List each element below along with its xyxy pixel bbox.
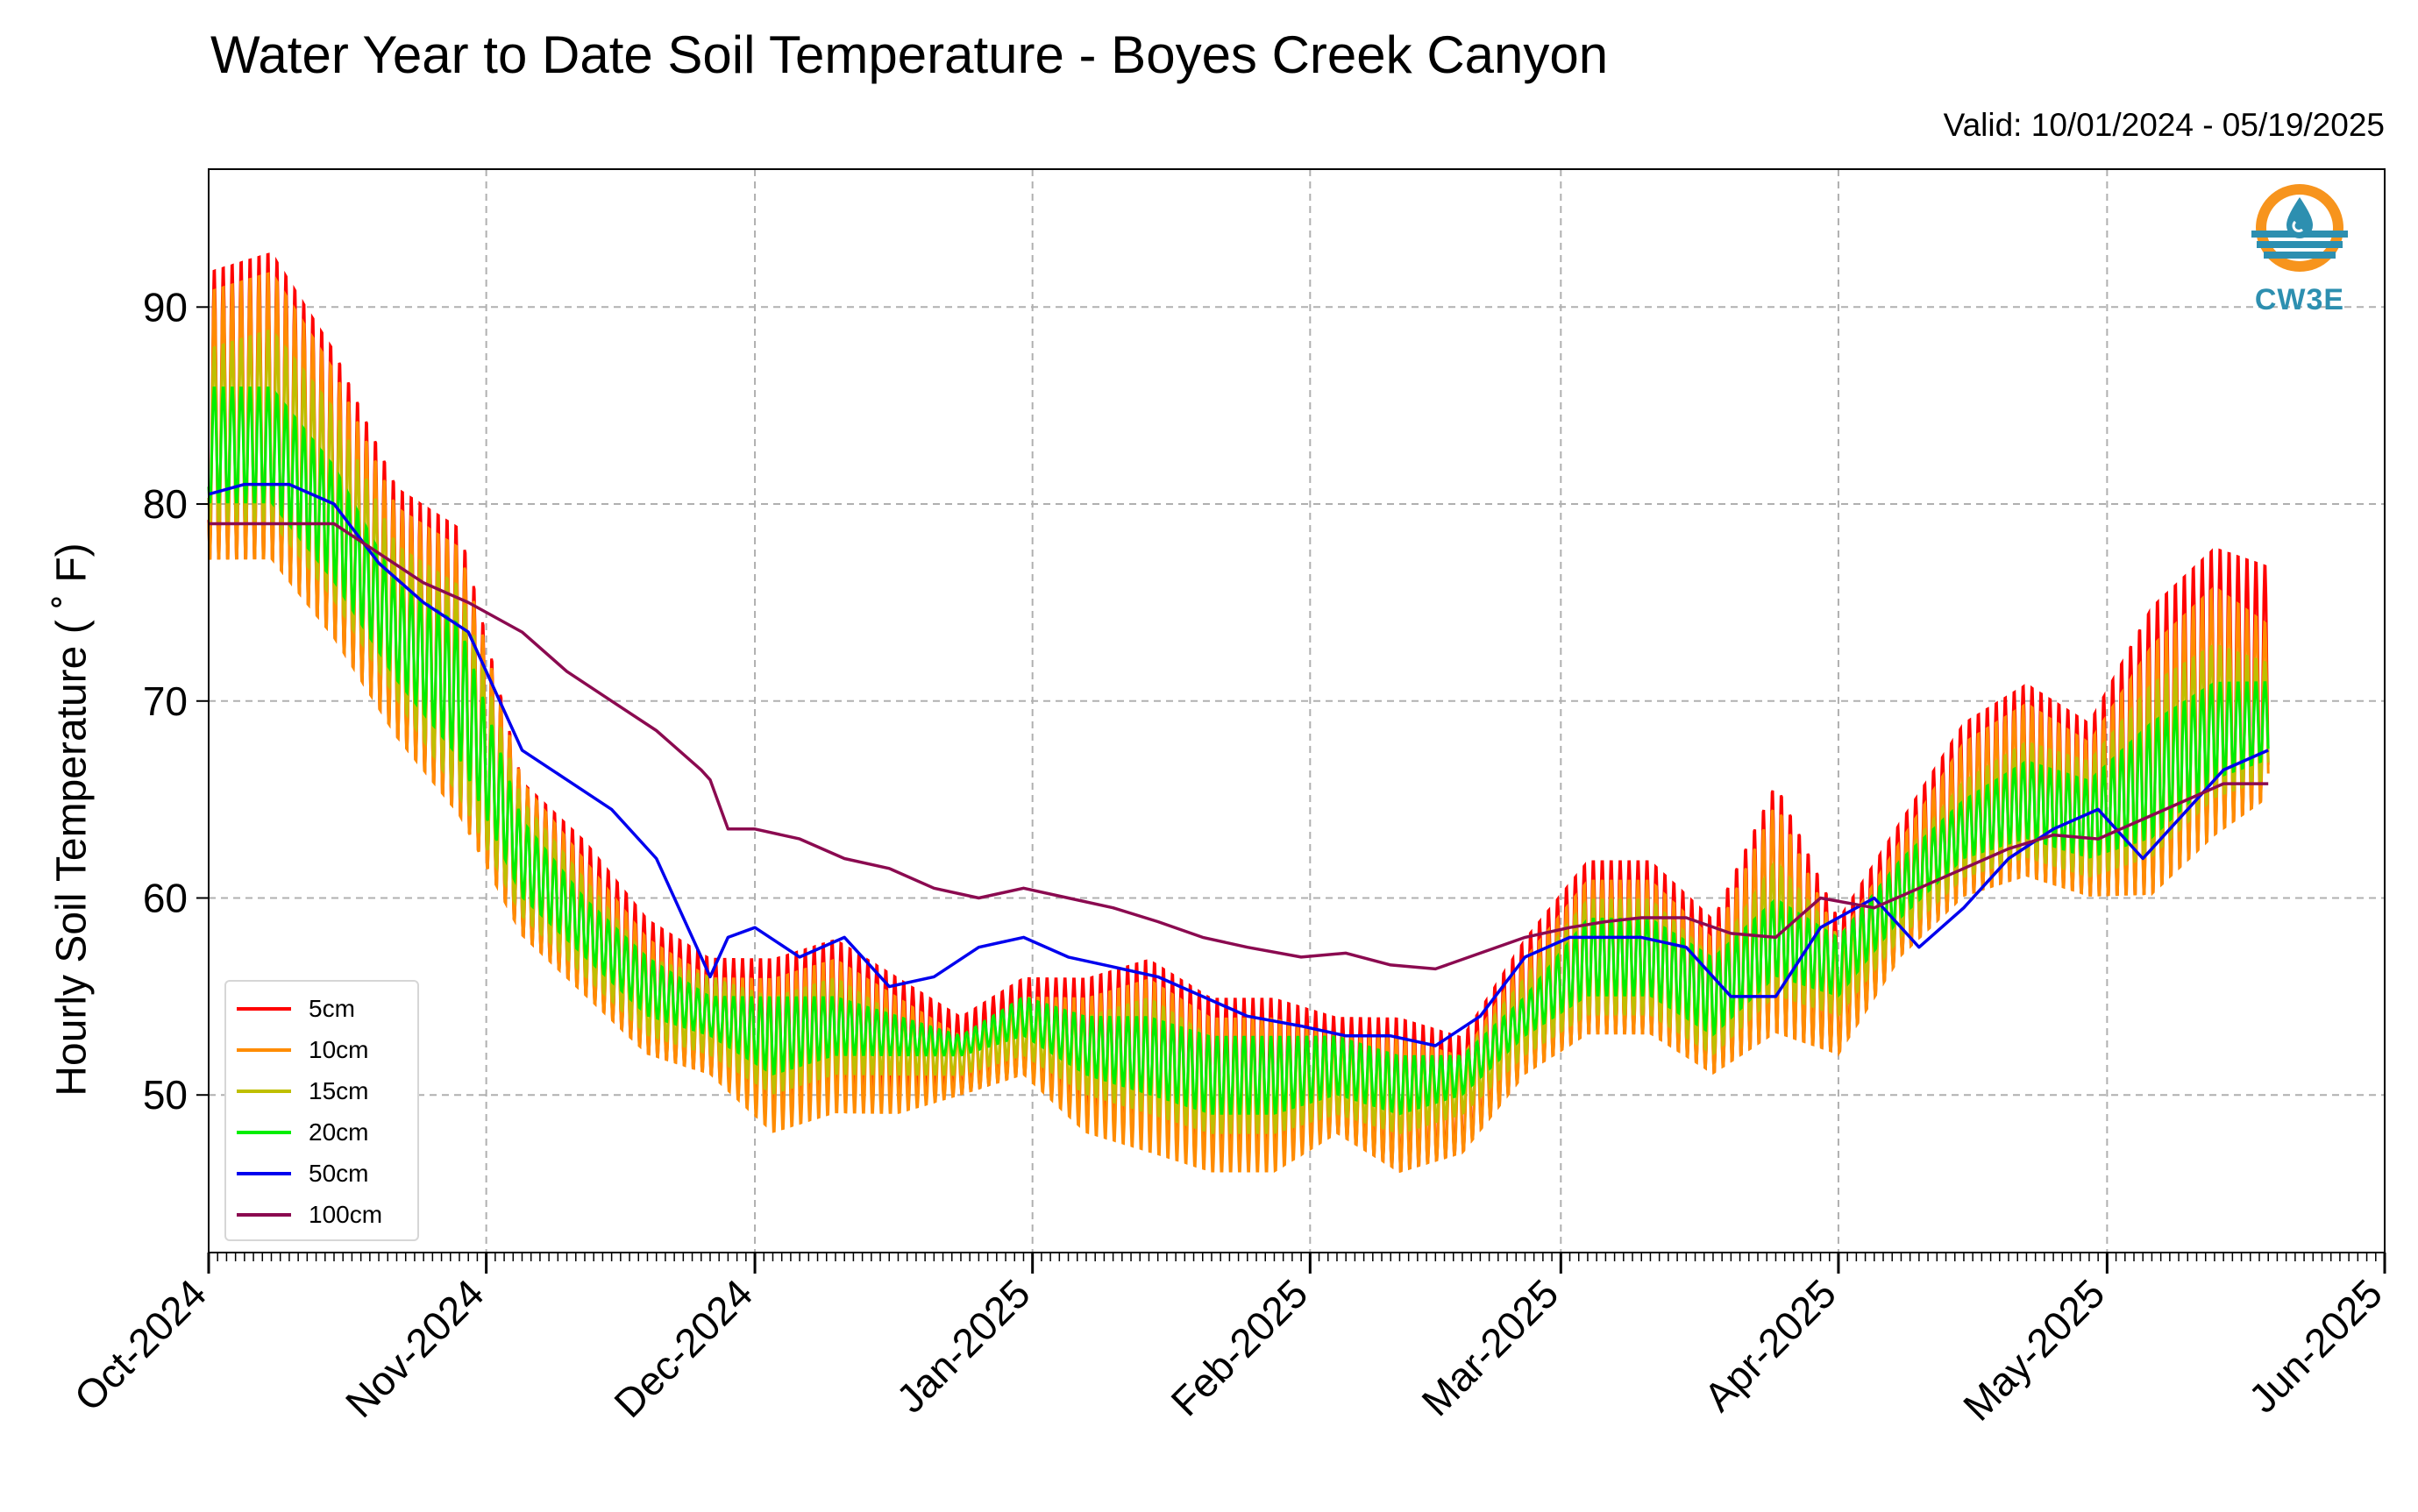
valid-date-range: Valid: 10/01/2024 - 05/19/2025	[1943, 107, 2385, 143]
legend-item-50cm: 50cm	[237, 1154, 368, 1194]
chart-title: Water Year to Date Soil Temperature - Bo…	[210, 25, 1609, 84]
x-tick-label: Oct-2024	[66, 1270, 216, 1420]
legend-item-10cm: 10cm	[237, 1030, 368, 1070]
y-tick-label: 70	[143, 678, 188, 724]
series-group	[207, 252, 2270, 1174]
legend-swatch-100cm	[237, 1213, 291, 1217]
legend-item-20cm: 20cm	[237, 1112, 368, 1153]
series-line-5cm	[207, 252, 2270, 1173]
legend-swatch-50cm	[237, 1172, 291, 1175]
legend: 5cm 10cm 15cm 20cm 50cm 100cm	[224, 980, 419, 1241]
y-tick-label: 50	[143, 1072, 188, 1118]
plot-frame	[208, 168, 2386, 1253]
legend-label-50cm: 50cm	[309, 1160, 369, 1187]
series-line-20cm	[207, 387, 2270, 1116]
series-line-100cm	[209, 522, 2269, 971]
legend-label-20cm: 20cm	[309, 1118, 369, 1146]
x-tick-label: Jan-2025	[887, 1270, 1038, 1421]
legend-swatch-15cm	[237, 1090, 291, 1093]
series-line-10cm	[207, 272, 2270, 1174]
legend-swatch-10cm	[237, 1048, 291, 1052]
legend-item-5cm: 5cm	[237, 989, 355, 1029]
legend-swatch-5cm	[237, 1007, 291, 1011]
y-tick-label: 60	[143, 875, 188, 920]
legend-label-15cm: 15cm	[309, 1077, 369, 1104]
x-tick-label: May-2025	[1954, 1270, 2113, 1429]
cw3e-logo: CW3E	[2234, 180, 2365, 316]
x-tick-label: Mar-2025	[1412, 1270, 1567, 1424]
legend-label-5cm: 5cm	[309, 995, 355, 1022]
axes-group: 50 60 70 80 90 Oct-2024 Nov-2024 Dec-2024 Jan-20…	[66, 284, 2392, 1429]
legend-item-100cm: 100cm	[237, 1195, 382, 1235]
logo-text: CW3E	[2254, 283, 2345, 316]
cw3e-logo-icon	[2251, 184, 2348, 272]
legend-swatch-20cm	[237, 1131, 291, 1134]
y-tick-label: 90	[143, 284, 188, 330]
series-line-50cm	[208, 482, 2269, 1047]
x-tick-label: Jun-2025	[2240, 1270, 2391, 1421]
legend-label-100cm: 100cm	[309, 1201, 383, 1228]
x-tick-label: Apr-2025	[1695, 1270, 1845, 1420]
y-tick-label: 80	[143, 481, 188, 527]
legend-item-15cm: 15cm	[237, 1071, 368, 1111]
x-tick-label: Dec-2024	[605, 1270, 761, 1426]
x-tick-label: Nov-2024	[337, 1270, 493, 1426]
legend-label-10cm: 10cm	[309, 1036, 369, 1063]
x-tick-label: Feb-2025	[1162, 1270, 1316, 1424]
